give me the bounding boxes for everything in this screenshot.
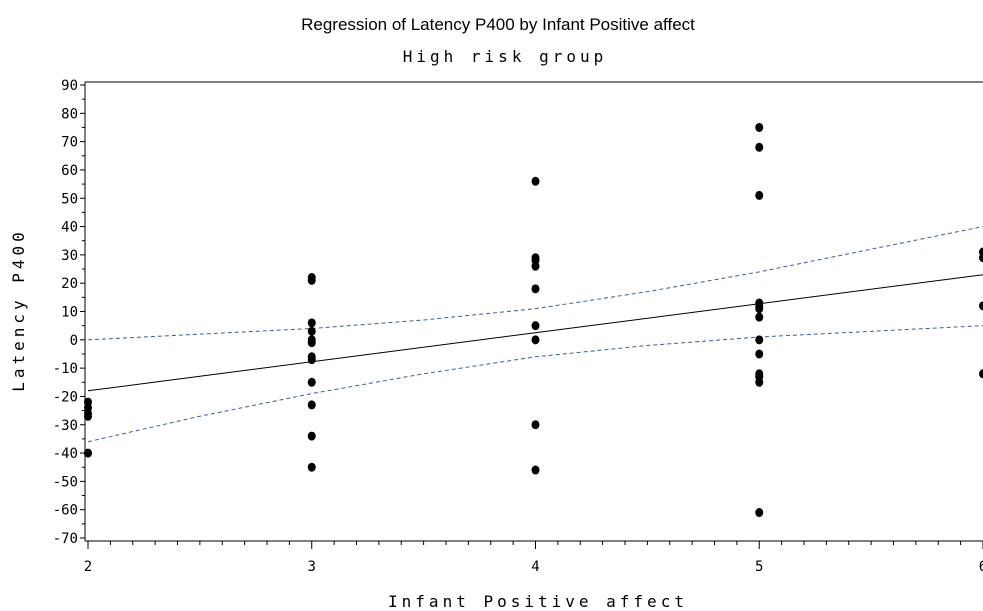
data-point <box>307 326 316 336</box>
data-points <box>84 122 983 518</box>
data-point <box>307 400 316 410</box>
data-point <box>307 338 316 348</box>
x-axis-label: Infant Positive affect <box>388 592 688 611</box>
y-axis-label: Latency P400 <box>9 228 28 392</box>
data-point <box>531 176 540 186</box>
data-point <box>531 261 540 271</box>
data-point <box>307 377 316 387</box>
regression-fit <box>87 274 983 392</box>
data-point <box>979 369 983 379</box>
y-tick-label: 20 <box>61 276 78 292</box>
y-tick-label: 10 <box>61 305 78 321</box>
data-point <box>84 411 92 421</box>
chart-title: Regression of Latency P400 by Infant Pos… <box>301 15 695 34</box>
y-tick-label: -20 <box>53 389 78 405</box>
data-point <box>531 284 540 294</box>
y-tick-label: -60 <box>53 503 78 519</box>
data-point <box>755 349 764 359</box>
y-tick-label: 90 <box>61 78 78 94</box>
y-tick-label: -50 <box>53 474 78 490</box>
data-point <box>755 304 764 314</box>
data-point <box>307 318 316 328</box>
data-point <box>755 122 764 132</box>
y-tick-label: -40 <box>53 446 78 462</box>
y-tick-label: -10 <box>53 361 78 377</box>
data-point <box>307 275 316 285</box>
x-ticks: 2 3 4 5 6 <box>84 541 983 575</box>
y-tick-label: 50 <box>61 191 78 207</box>
y-tick-label: -30 <box>53 418 78 434</box>
y-tick-label: 60 <box>61 163 78 179</box>
data-point <box>979 253 983 263</box>
confidence-lower-line <box>87 325 983 443</box>
y-tick-label: -70 <box>53 531 78 547</box>
data-point <box>755 142 764 152</box>
data-point <box>307 462 316 472</box>
x-tick-label: 3 <box>308 559 316 575</box>
data-point <box>307 431 316 441</box>
y-tick-label: 80 <box>61 106 78 122</box>
y-tick-label: 30 <box>61 248 78 264</box>
y-tick-label: 40 <box>61 220 78 236</box>
regression-line <box>87 274 983 392</box>
data-point <box>307 355 316 365</box>
x-tick-label: 4 <box>531 559 539 575</box>
data-point <box>755 335 764 345</box>
data-point <box>755 508 764 518</box>
chart-subtitle: High risk group <box>403 47 608 66</box>
y-tick-label: 70 <box>61 135 78 151</box>
y-ticks: -70 -60 -50 -40 -30 -20 -10 0 10 20 30 40 50 60 70 80 90 <box>53 78 85 547</box>
data-point <box>755 190 764 200</box>
x-tick-label: 6 <box>979 559 983 575</box>
data-point <box>531 420 540 430</box>
x-tick-label: 2 <box>84 559 92 575</box>
data-point <box>979 301 983 311</box>
x-tick-label: 5 <box>755 559 763 575</box>
data-point <box>755 312 764 322</box>
data-point <box>531 321 540 331</box>
data-point <box>755 377 764 387</box>
y-tick-label: 0 <box>70 333 78 349</box>
data-point <box>84 448 92 458</box>
confidence-upper-line <box>87 226 983 341</box>
data-point <box>531 335 540 345</box>
confidence-band <box>87 226 983 443</box>
data-point <box>531 465 540 475</box>
